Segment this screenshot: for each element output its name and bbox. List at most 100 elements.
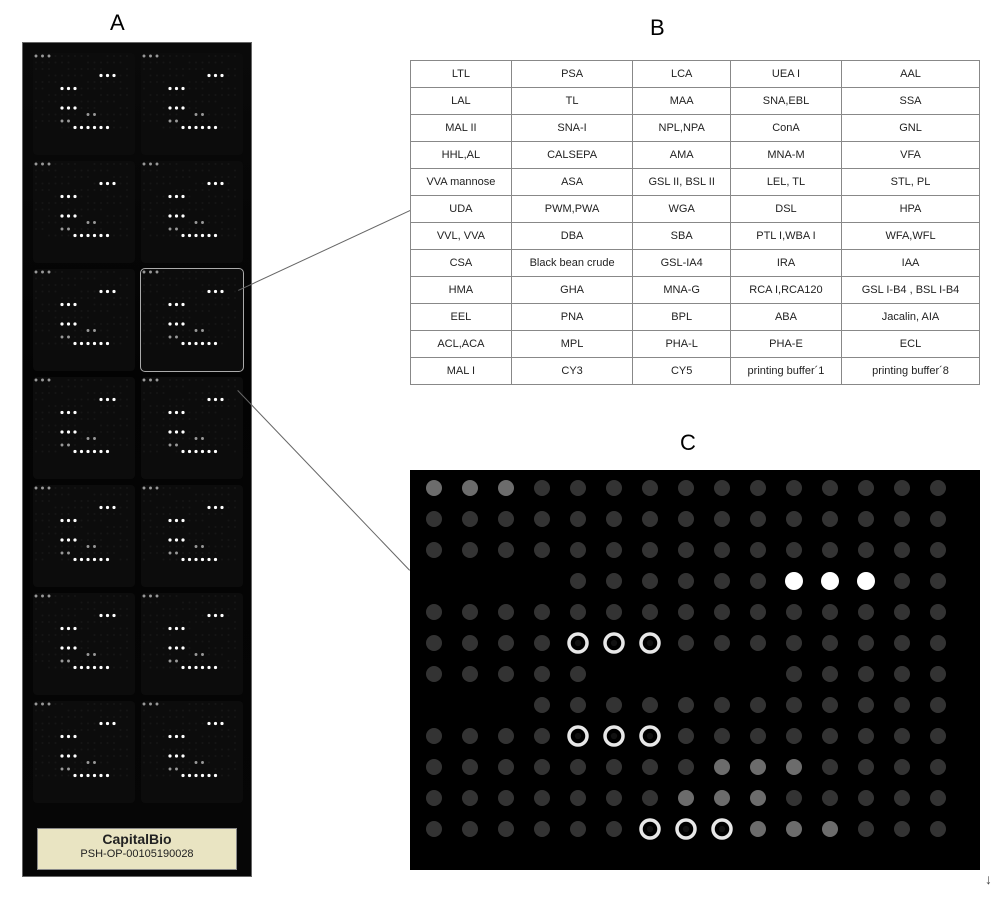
table-cell: ConA <box>730 115 841 142</box>
callout-line <box>238 210 410 291</box>
table-cell: MNA-M <box>730 142 841 169</box>
table-cell: PHA-E <box>730 331 841 358</box>
table-cell: PHA-L <box>633 331 731 358</box>
table-cell: WFA,WFL <box>842 223 980 250</box>
panel-b-table: LTLPSALCAUEA IAALLALTLMAASNA,EBLSSAMAL I… <box>410 60 980 385</box>
microarray-well <box>141 701 243 803</box>
subarray-svg <box>410 470 980 870</box>
slide-serial: PSH-OP-00105190028 <box>38 848 236 861</box>
table-cell: RCA I,RCA120 <box>730 277 841 304</box>
panel-label-a: A <box>110 10 125 36</box>
table-cell: GHA <box>511 277 633 304</box>
table-cell: HMA <box>411 277 512 304</box>
microarray-well <box>141 53 243 155</box>
table-cell: MPL <box>511 331 633 358</box>
table-row: LALTLMAASNA,EBLSSA <box>411 88 980 115</box>
microarray-well <box>33 485 135 587</box>
microarray-well <box>33 269 135 371</box>
table-cell: PNA <box>511 304 633 331</box>
table-cell: MAL II <box>411 115 512 142</box>
callout-line <box>237 390 410 571</box>
table-cell: VFA <box>842 142 980 169</box>
table-cell: CSA <box>411 250 512 277</box>
table-row: LTLPSALCAUEA IAAL <box>411 61 980 88</box>
table-row: MAL ICY3CY5printing buffer´1printing buf… <box>411 358 980 385</box>
table-cell: GNL <box>842 115 980 142</box>
panel-label-c: C <box>680 430 696 456</box>
table-cell: CY3 <box>511 358 633 385</box>
table-cell: DSL <box>730 196 841 223</box>
table-cell: GSL II, BSL II <box>633 169 731 196</box>
table-cell: printing buffer´8 <box>842 358 980 385</box>
table-cell: SBA <box>633 223 731 250</box>
table-row: HHL,ALCALSEPAAMAMNA-MVFA <box>411 142 980 169</box>
table-cell: GSL-IA4 <box>633 250 731 277</box>
table-cell: IRA <box>730 250 841 277</box>
table-cell: SNA,EBL <box>730 88 841 115</box>
arrow-glyph: ↓ <box>985 871 992 887</box>
table-cell: PSA <box>511 61 633 88</box>
table-cell: CALSEPA <box>511 142 633 169</box>
table-cell: UDA <box>411 196 512 223</box>
table-cell: LAL <box>411 88 512 115</box>
table-cell: LTL <box>411 61 512 88</box>
table-row: VVA mannoseASAGSL II, BSL IILEL, TLSTL, … <box>411 169 980 196</box>
table-cell: WGA <box>633 196 731 223</box>
microarray-well <box>141 377 243 479</box>
table-cell: IAA <box>842 250 980 277</box>
table-cell: HPA <box>842 196 980 223</box>
table-cell: NPL,NPA <box>633 115 731 142</box>
microarray-well <box>33 593 135 695</box>
table-cell: AAL <box>842 61 980 88</box>
panel-label-b: B <box>650 15 665 41</box>
table-cell: STL, PL <box>842 169 980 196</box>
microarray-well <box>33 701 135 803</box>
table-cell: GSL I-B4 , BSL I-B4 <box>842 277 980 304</box>
table-cell: DBA <box>511 223 633 250</box>
table-cell: HHL,AL <box>411 142 512 169</box>
table-row: UDAPWM,PWAWGADSLHPA <box>411 196 980 223</box>
table-row: EELPNABPLABAJacalin, AIA <box>411 304 980 331</box>
table-cell: AMA <box>633 142 731 169</box>
table-row: VVL, VVADBASBAPTL I,WBA IWFA,WFL <box>411 223 980 250</box>
table-cell: PWM,PWA <box>511 196 633 223</box>
microarray-well <box>33 53 135 155</box>
microarray-well <box>141 593 243 695</box>
table-cell: printing buffer´1 <box>730 358 841 385</box>
table-row: MAL IISNA-INPL,NPAConAGNL <box>411 115 980 142</box>
figure-root: A B C CapitalBio PSH-OP-00105190028 LTLP… <box>10 10 990 887</box>
table-row: ACL,ACAMPLPHA-LPHA-EECL <box>411 331 980 358</box>
table-cell: SNA-I <box>511 115 633 142</box>
table-cell: MNA-G <box>633 277 731 304</box>
microarray-well <box>141 161 243 263</box>
microarray-well <box>141 485 243 587</box>
microarray-well <box>33 161 135 263</box>
table-cell: VVA mannose <box>411 169 512 196</box>
lectin-layout-table: LTLPSALCAUEA IAALLALTLMAASNA,EBLSSAMAL I… <box>410 60 980 385</box>
table-cell: ACL,ACA <box>411 331 512 358</box>
table-cell: TL <box>511 88 633 115</box>
table-cell: Black bean crude <box>511 250 633 277</box>
table-cell: MAA <box>633 88 731 115</box>
table-cell: BPL <box>633 304 731 331</box>
microarray-well <box>33 377 135 479</box>
table-cell: MAL I <box>411 358 512 385</box>
panel-c-enlarged-subarray <box>410 470 980 870</box>
table-cell: LEL, TL <box>730 169 841 196</box>
table-cell: ABA <box>730 304 841 331</box>
table-cell: SSA <box>842 88 980 115</box>
panel-a-microarray-slide: CapitalBio PSH-OP-00105190028 <box>22 42 252 877</box>
slide-brand: CapitalBio <box>102 831 171 847</box>
table-row: HMAGHAMNA-GRCA I,RCA120GSL I-B4 , BSL I-… <box>411 277 980 304</box>
table-cell: VVL, VVA <box>411 223 512 250</box>
table-row: CSABlack bean crudeGSL-IA4IRAIAA <box>411 250 980 277</box>
table-cell: Jacalin, AIA <box>842 304 980 331</box>
table-cell: EEL <box>411 304 512 331</box>
table-cell: CY5 <box>633 358 731 385</box>
table-cell: PTL I,WBA I <box>730 223 841 250</box>
table-cell: ECL <box>842 331 980 358</box>
slide-label-sticker: CapitalBio PSH-OP-00105190028 <box>37 828 237 870</box>
table-cell: LCA <box>633 61 731 88</box>
microarray-well <box>141 269 243 371</box>
table-cell: UEA I <box>730 61 841 88</box>
